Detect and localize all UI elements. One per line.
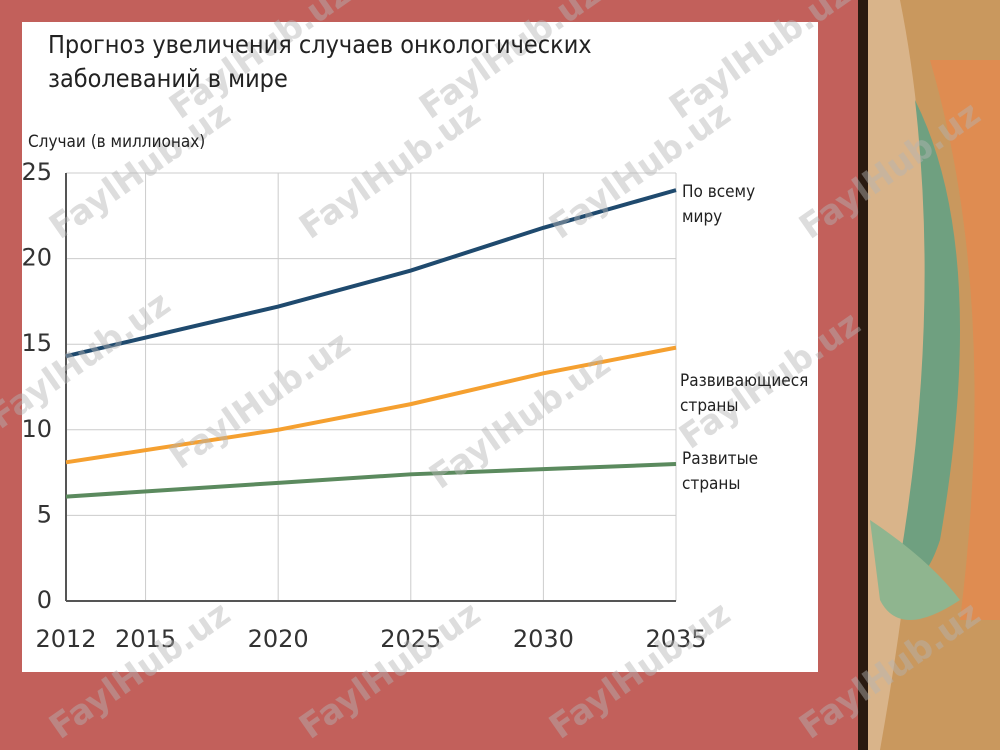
watermark: FaylHub.uz	[422, 344, 618, 498]
series-label: Развивающиеся страны	[680, 371, 809, 416]
series-label: Развитые страны	[682, 449, 759, 494]
series-label: По всему миру	[682, 182, 756, 227]
line	[65, 188, 677, 359]
y-tick-label: 10	[21, 415, 52, 443]
watermark: FaylHub.uz	[542, 594, 738, 748]
x-tick-label: 2030	[513, 625, 574, 653]
y-tick-label: 25	[21, 158, 52, 186]
watermark: FaylHub.uz	[0, 284, 178, 438]
y-tick-label: 15	[21, 329, 52, 357]
line	[65, 462, 677, 499]
decoration	[858, 0, 1000, 750]
watermark: FaylHub.uz	[292, 94, 488, 248]
watermark: FaylHub.uz	[662, 0, 858, 127]
chart-panel	[22, 22, 818, 672]
y-tick-label: 5	[37, 500, 52, 528]
chart-title: Прогноз увеличения случаев онкологически…	[48, 30, 592, 93]
x-tick-label: 2025	[380, 625, 441, 653]
line	[65, 345, 677, 465]
watermark: FaylHub.uz	[42, 94, 238, 248]
watermark: FaylHub.uz	[162, 324, 358, 478]
y-tick-label: 20	[21, 244, 52, 272]
y-axis-label: Случаи (в миллионах)	[28, 132, 206, 152]
x-tick-label: 2035	[645, 625, 706, 653]
x-tick-label: 2020	[248, 625, 309, 653]
watermark: FaylHub.uz	[292, 594, 488, 748]
watermark: FaylHub.uz	[42, 594, 238, 748]
x-tick-label: 2015	[115, 625, 176, 653]
x-tick-label: 2012	[35, 625, 96, 653]
y-tick-label: 0	[37, 586, 52, 614]
